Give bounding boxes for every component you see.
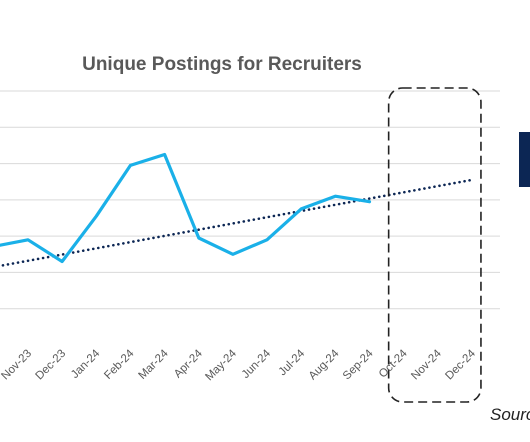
x-tick-label: Jan-24 (69, 347, 103, 381)
forecast-box (387, 87, 482, 403)
x-tick-label: Apr-24 (172, 347, 205, 380)
gridlines (0, 90, 500, 310)
trendline (0, 178, 474, 268)
forecast-window (387, 87, 482, 403)
x-tick-label: Nov-24 (409, 347, 444, 382)
x-tick-label: Sep-24 (341, 347, 376, 382)
legend-color-block (519, 132, 530, 187)
chart-title: Unique Postings for Recruiters (82, 54, 362, 75)
x-tick-label: Dec-24 (443, 347, 478, 382)
x-tick-label: Aug-24 (307, 347, 342, 382)
x-tick-label: Jul-24 (277, 347, 308, 378)
trend-line (0, 178, 474, 268)
x-tick-label: Feb-24 (102, 347, 137, 382)
x-tick-label: Jun-24 (240, 347, 274, 381)
x-tick-label: Oct-24 (377, 347, 410, 380)
x-tick-label: May-24 (203, 347, 239, 383)
series-line (0, 152, 372, 264)
x-tick-label: Nov-23 (0, 348, 34, 383)
source-note: Source (490, 405, 530, 424)
series-layer (0, 152, 372, 264)
x-tick-label: Mar-24 (136, 347, 171, 382)
x-axis-ticks: Nov-23 Dec-23 Jan-24 Feb-24 Mar-24 Apr-24May-… (0, 347, 478, 383)
x-tick-label: Dec-23 (34, 348, 69, 383)
